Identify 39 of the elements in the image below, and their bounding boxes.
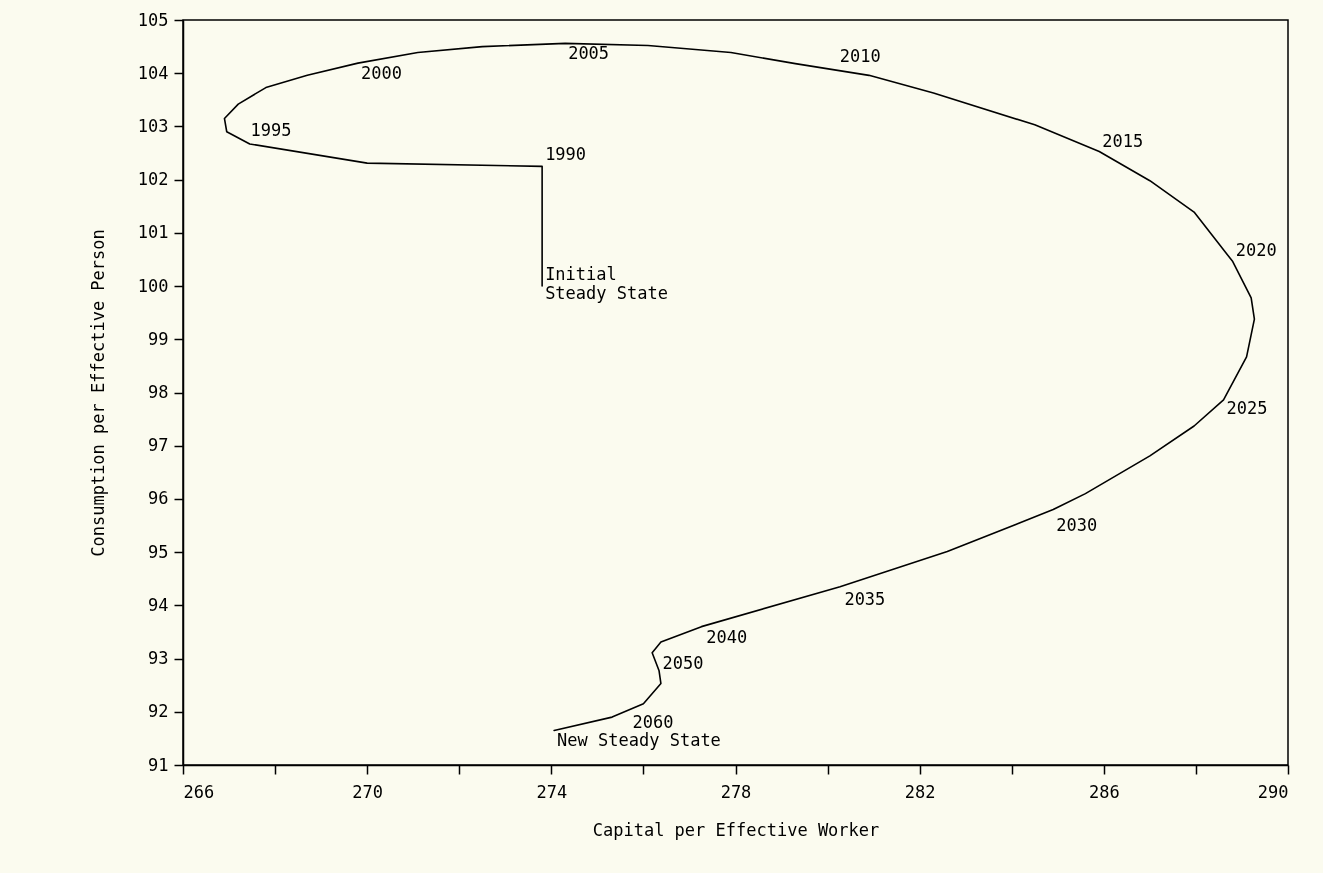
annotation: New Steady State xyxy=(557,730,721,751)
annotation: 2015 xyxy=(1102,131,1144,152)
y-tick-label: 94 xyxy=(148,594,169,615)
annotation: 2000 xyxy=(360,62,402,83)
annotation: 2025 xyxy=(1226,397,1268,418)
annotation: 1990 xyxy=(545,144,587,165)
y-tick-label: 97 xyxy=(148,435,169,456)
y-tick-label: 96 xyxy=(148,488,169,509)
y-tick-label: 103 xyxy=(137,115,169,136)
y-tick-label: 104 xyxy=(137,62,169,83)
y-tick-label: 105 xyxy=(137,9,169,30)
annotation: 2035 xyxy=(844,589,886,610)
y-tick-label: 92 xyxy=(148,701,169,722)
x-tick-label: 278 xyxy=(720,781,752,802)
annotation: 1995 xyxy=(250,120,292,141)
y-tick-label: 102 xyxy=(137,169,169,190)
annotation: Initial Steady State xyxy=(545,264,668,304)
y-tick-label: 93 xyxy=(148,648,169,669)
x-tick-label: 286 xyxy=(1088,781,1120,802)
y-tick-label: 95 xyxy=(148,541,169,562)
annotation: 2040 xyxy=(706,626,748,647)
annotation: 2060 xyxy=(632,711,674,732)
x-tick-label: 282 xyxy=(904,781,936,802)
y-tick-label: 101 xyxy=(137,222,169,243)
annotation: 2020 xyxy=(1235,239,1277,260)
annotation: 2030 xyxy=(1056,514,1098,535)
x-tick-label: 290 xyxy=(1257,781,1289,802)
y-tick-label: 91 xyxy=(148,754,169,775)
x-tick-label: 270 xyxy=(352,781,384,802)
x-tick-label: 274 xyxy=(536,781,568,802)
y-axis-title: Consumption per Effective Person xyxy=(87,229,108,557)
annotation: 2005 xyxy=(568,43,610,64)
y-tick-label: 98 xyxy=(148,382,169,402)
x-tick-label: 266 xyxy=(183,781,215,802)
x-axis-title: Capital per Effective Worker xyxy=(592,819,880,840)
y-tick-label: 100 xyxy=(137,275,169,296)
y-tick-label: 99 xyxy=(148,328,169,349)
annotation: 2010 xyxy=(839,45,881,66)
annotation: 2050 xyxy=(662,652,704,673)
